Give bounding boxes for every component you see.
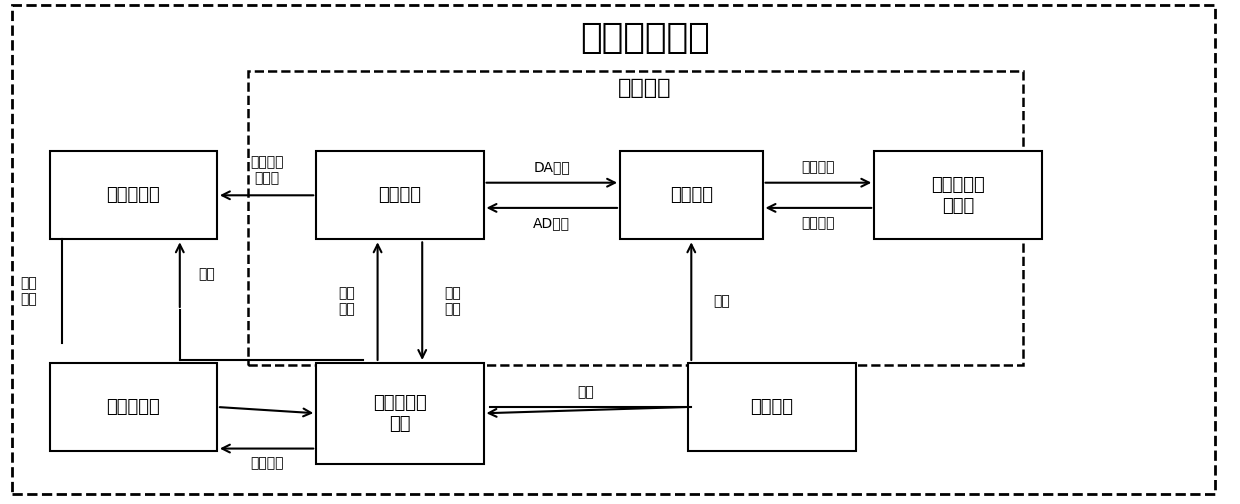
Text: 雷达主机: 雷达主机 (618, 78, 672, 98)
Text: 数字分机: 数字分机 (378, 186, 422, 204)
Bar (874, 151, 1042, 239)
Bar (50, 363, 217, 451)
Text: 信号处理机: 信号处理机 (107, 186, 160, 204)
Text: 重新编码
后数据: 重新编码 后数据 (249, 155, 284, 185)
Text: 配电模块: 配电模块 (750, 398, 794, 416)
Text: 射频分机: 射频分机 (670, 186, 713, 204)
Text: DA信号: DA信号 (533, 161, 570, 174)
Text: 处理结果: 处理结果 (249, 457, 284, 471)
Bar (248, 71, 1023, 365)
Text: 处理
结果: 处理 结果 (20, 276, 37, 306)
Text: 高精度伺服
转台: 高精度伺服 转台 (373, 394, 427, 432)
Text: 角度
信息: 角度 信息 (445, 286, 461, 316)
Bar (620, 151, 763, 239)
Bar (316, 151, 484, 239)
Text: 供电: 供电 (714, 294, 730, 308)
Text: 控制计算机: 控制计算机 (107, 398, 160, 416)
Text: 毫米波前端
及天线: 毫米波前端 及天线 (931, 176, 985, 215)
Text: 接收信号: 接收信号 (801, 216, 836, 230)
Bar (688, 363, 856, 451)
Text: 控制
信号: 控制 信号 (339, 286, 355, 316)
Bar (50, 151, 217, 239)
Text: 发射信号: 发射信号 (801, 161, 836, 174)
Text: AD信号: AD信号 (533, 216, 570, 230)
Text: 供电: 供电 (198, 268, 216, 282)
Text: 供电: 供电 (578, 385, 594, 399)
Bar (316, 363, 484, 464)
Text: 微波探测设备: 微波探测设备 (580, 21, 709, 55)
